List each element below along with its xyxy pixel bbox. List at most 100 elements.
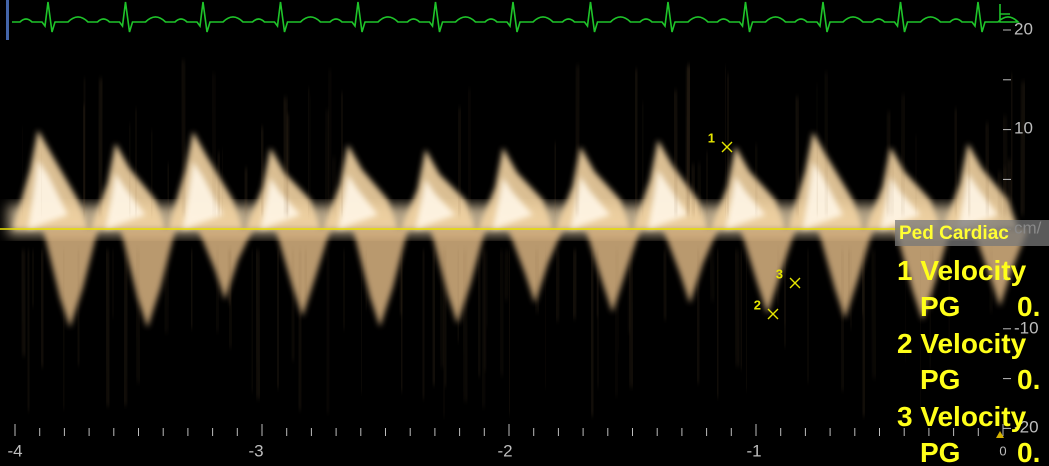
spectral-noise bbox=[1002, 115, 1008, 216]
spectral-noise bbox=[457, 107, 462, 216]
spectral-noise bbox=[340, 92, 344, 216]
spectral-noise bbox=[26, 249, 31, 411]
spectral-noise bbox=[31, 249, 35, 307]
spectral-noise bbox=[734, 249, 740, 367]
spectral-noise bbox=[824, 71, 829, 216]
spectral-noise bbox=[189, 249, 194, 329]
spectral-noise bbox=[97, 78, 104, 216]
spectral-envelope bbox=[663, 229, 718, 304]
y-tick-label: 10 bbox=[1014, 118, 1033, 137]
spectral-envelope bbox=[740, 229, 796, 315]
y-tick-label: -10 bbox=[1014, 318, 1039, 337]
measure-sub: PG bbox=[920, 437, 961, 466]
spectral-noise bbox=[662, 249, 668, 320]
measure-label: 3 Velocity bbox=[897, 401, 1027, 432]
y-tick-label: 20 bbox=[1014, 19, 1033, 38]
spectral-noise bbox=[705, 152, 709, 216]
measure-label: 1 Velocity bbox=[897, 255, 1027, 286]
spectral-noise bbox=[325, 109, 330, 216]
spectral-noise bbox=[332, 156, 337, 216]
x-tick-label: -1 bbox=[746, 441, 761, 460]
spectral-core bbox=[493, 177, 533, 229]
spectral-envelope bbox=[555, 146, 631, 229]
spectral-noise bbox=[285, 113, 291, 216]
doppler-spectrum bbox=[8, 60, 1028, 418]
edge-marker bbox=[6, 0, 9, 40]
spectral-noise bbox=[443, 249, 448, 387]
spectral-noise bbox=[929, 249, 932, 369]
spectral-noise bbox=[164, 249, 169, 334]
caliper-label: 2 bbox=[754, 297, 761, 312]
spectral-noise bbox=[840, 249, 845, 391]
spectral-noise bbox=[134, 108, 138, 216]
spectral-noise bbox=[861, 249, 866, 417]
spectral-noise bbox=[105, 249, 111, 407]
y-tick-label: -20 bbox=[1014, 417, 1039, 436]
spectral-noise bbox=[997, 171, 1003, 216]
spectral-noise bbox=[291, 249, 295, 361]
spectral-noise bbox=[967, 151, 971, 216]
spectral-noise bbox=[215, 249, 219, 332]
spectral-envelope bbox=[633, 139, 708, 229]
spectral-noise bbox=[181, 60, 187, 216]
spectral-core bbox=[28, 160, 68, 229]
spectral-noise bbox=[930, 249, 935, 311]
spectral-noise bbox=[871, 249, 876, 379]
spectral-noise bbox=[544, 249, 547, 389]
spectral-noise bbox=[456, 249, 460, 342]
spectral-noise bbox=[1007, 158, 1013, 216]
spectral-noise bbox=[614, 249, 618, 397]
spectral-noise bbox=[307, 88, 311, 216]
caliper-label: 3 bbox=[776, 266, 783, 281]
spectral-noise bbox=[40, 249, 45, 367]
scale-handle bbox=[996, 431, 1004, 438]
spectral-core bbox=[260, 177, 301, 229]
spectral-noise bbox=[62, 249, 66, 410]
spectral-envelope bbox=[585, 229, 641, 313]
caliper-mark bbox=[789, 277, 801, 289]
spectral-noise bbox=[641, 102, 645, 216]
markers: 1 2 3 bbox=[708, 130, 801, 320]
spectral-noise bbox=[166, 163, 170, 216]
spectral-envelope bbox=[973, 229, 1028, 307]
spectral-envelope bbox=[120, 229, 176, 328]
spectral-core bbox=[880, 176, 921, 229]
spectral-noise bbox=[984, 122, 990, 216]
spectral-noise bbox=[989, 249, 993, 313]
spectral-noise bbox=[443, 249, 446, 418]
spectral-noise bbox=[886, 111, 891, 216]
spectral-noise bbox=[360, 249, 363, 393]
spectral-noise bbox=[259, 126, 265, 216]
spectral-noise bbox=[326, 249, 330, 414]
caliper-label: 1 bbox=[708, 130, 715, 145]
spectral-noise bbox=[135, 249, 141, 383]
spectral-noise bbox=[953, 108, 958, 216]
spectral-envelope bbox=[710, 146, 786, 229]
spectral-noise bbox=[276, 249, 280, 389]
spectral-noise bbox=[754, 144, 758, 216]
spectral-noise bbox=[783, 249, 787, 347]
spectral-noise bbox=[1020, 81, 1026, 216]
spectral-noise bbox=[212, 73, 216, 216]
spectral-noise bbox=[21, 249, 27, 357]
spectral-envelope bbox=[43, 229, 98, 328]
x-tick-label: -4 bbox=[7, 441, 22, 460]
spectral-noise bbox=[686, 63, 691, 216]
spectral-noise bbox=[123, 249, 129, 406]
spectral-noise bbox=[628, 249, 634, 388]
spectral-envelope bbox=[818, 229, 873, 320]
spectral-noise bbox=[776, 249, 780, 306]
measure-value: 0. bbox=[1017, 364, 1041, 395]
spectral-noise bbox=[709, 249, 715, 302]
spectral-noise bbox=[467, 88, 471, 216]
spectral-noise bbox=[504, 249, 509, 301]
spectral-core bbox=[570, 176, 611, 229]
spectral-noise bbox=[365, 249, 368, 310]
x-tick-label: -3 bbox=[248, 441, 263, 460]
spectral-noise bbox=[243, 167, 249, 216]
spectral-envelope bbox=[90, 143, 166, 229]
spectral-noise bbox=[627, 249, 631, 334]
spectral-noise bbox=[634, 69, 639, 216]
measure-sub: PG bbox=[920, 364, 961, 395]
spectral-noise bbox=[590, 249, 595, 416]
